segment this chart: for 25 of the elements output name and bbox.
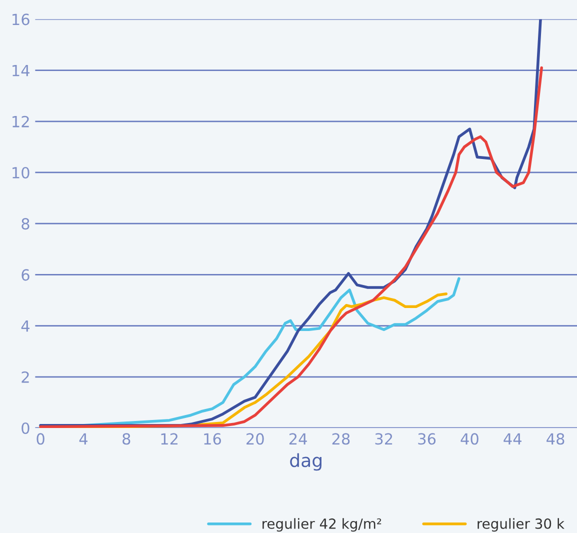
y-tick-label: 4 [21, 320, 30, 332]
y-tick-label: 0 [22, 422, 30, 434]
y-tick-label: 16 [12, 14, 30, 26]
y-tick-label: 6 [22, 269, 30, 281]
x-tick-label: 48 [546, 433, 564, 445]
x-tick-label: 4 [79, 433, 88, 444]
x-tick-label: 0 [36, 433, 44, 445]
y-tick-label: 14 [12, 64, 30, 76]
x-tick-label: 32 [375, 433, 392, 445]
x-tick-label: 28 [332, 433, 350, 445]
x-tick-label: 36 [418, 433, 436, 445]
y-tick-label: 8 [22, 218, 30, 230]
x-tick-label: 40 [460, 433, 478, 445]
x-tick-label: 20 [246, 433, 264, 445]
x-tick-label: 16 [204, 433, 221, 445]
x-tick-label: 8 [122, 433, 130, 445]
legend-label: regulier 30 k [478, 518, 564, 532]
x-tick-label: 44 [504, 433, 522, 444]
x-tick-label: 24 [289, 433, 307, 444]
x-axis-title: dag [290, 453, 322, 471]
y-tick-label: 12 [12, 116, 29, 128]
x-tick-label: 12 [161, 433, 178, 444]
y-tick-label: 2 [22, 371, 29, 383]
legend-label: regulier 42 kg/m² [262, 518, 382, 532]
y-tick-label: 10 [12, 166, 30, 179]
